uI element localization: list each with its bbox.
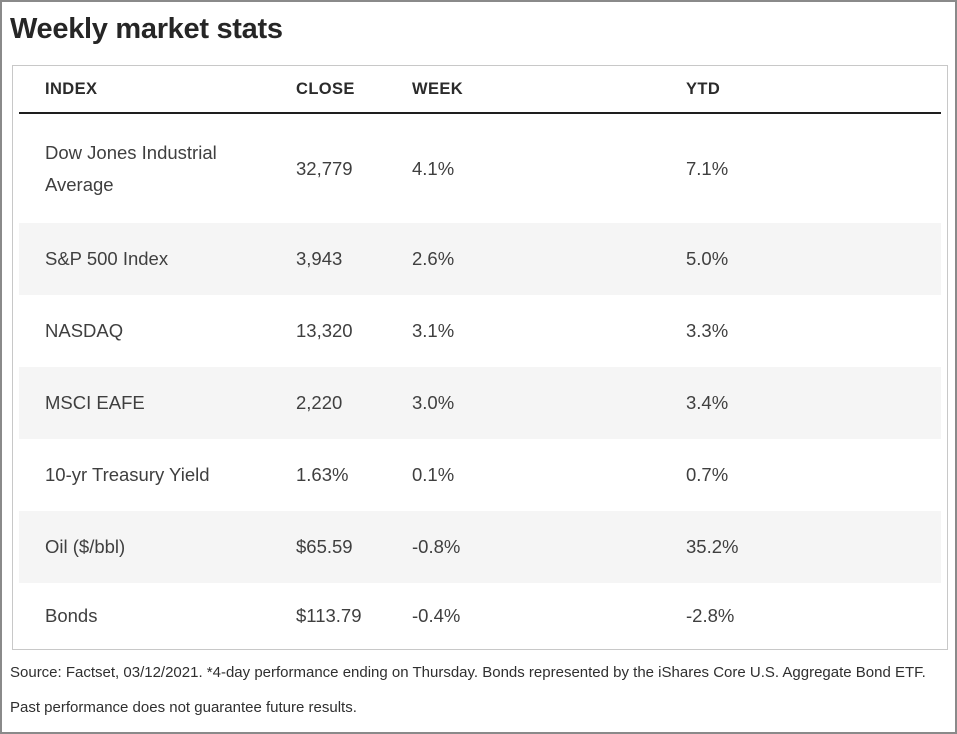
footnote-disclaimer-line: Past performance does not guarantee futu…: [10, 699, 357, 716]
ytd-value: -2.8%: [686, 605, 735, 626]
week-value: 4.1%: [412, 157, 455, 179]
table-row-msci-eafe: MSCI EAFE 2,220 3.0% 3.4%: [19, 367, 941, 439]
column-header-index: INDEX: [45, 79, 98, 98]
close-value: 2,220: [296, 392, 343, 413]
footnote: Source: Factset, 03/12/2021. *4-day perf…: [10, 664, 947, 717]
column-header-close: CLOSE: [296, 79, 355, 98]
market-stats-table: INDEX CLOSE WEEK YTD Dow Jones Industria…: [12, 65, 948, 650]
close-value: 1.63%: [296, 464, 349, 485]
ytd-value: 3.4%: [686, 392, 729, 413]
week-value: 2.6%: [412, 248, 455, 269]
week-value: -0.4%: [412, 605, 461, 626]
close-value: 32,779: [296, 157, 353, 179]
index-name: 10-yr Treasury Yield: [45, 464, 210, 485]
close-value: 13,320: [296, 320, 353, 341]
close-value: 3,943: [296, 248, 343, 269]
close-value: $113.79: [296, 605, 362, 626]
week-value: 3.0%: [412, 392, 455, 413]
index-name: NASDAQ: [45, 320, 124, 341]
table-row-sp500: S&P 500 Index 3,943 2.6% 5.0%: [19, 223, 941, 295]
table-header-row: INDEX CLOSE WEEK YTD: [19, 66, 941, 114]
table-row-nasdaq: NASDAQ 13,320 3.1% 3.3%: [19, 295, 941, 367]
page-title: Weekly market stats: [10, 13, 283, 45]
column-header-week: WEEK: [412, 79, 464, 98]
week-value: 3.1%: [412, 320, 455, 341]
index-name: MSCI EAFE: [45, 392, 145, 413]
ytd-value: 0.7%: [686, 464, 729, 485]
table-row-dow-jones: Dow Jones Industrial Average 32,779 4.1%…: [19, 114, 941, 223]
table-row-oil: Oil ($/bbl) $65.59 -0.8% 35.2%: [19, 511, 941, 583]
ytd-value: 3.3%: [686, 320, 729, 341]
column-header-ytd: YTD: [686, 79, 721, 98]
ytd-value: 35.2%: [686, 536, 739, 557]
index-name: Dow Jones Industrial Average: [45, 141, 217, 195]
table-row-bonds: Bonds $113.79 -0.4% -2.8%: [19, 583, 941, 649]
index-name: S&P 500 Index: [45, 248, 169, 269]
index-name: Oil ($/bbl): [45, 536, 126, 557]
ytd-value: 7.1%: [686, 157, 729, 179]
close-value: $65.59: [296, 536, 353, 557]
table-row-treasury-yield: 10-yr Treasury Yield 1.63% 0.1% 0.7%: [19, 439, 941, 511]
footnote-source-line: Source: Factset, 03/12/2021. *4-day perf…: [10, 664, 926, 681]
week-value: -0.8%: [412, 536, 461, 557]
index-name: Bonds: [45, 605, 98, 626]
week-value: 0.1%: [412, 464, 455, 485]
ytd-value: 5.0%: [686, 248, 729, 269]
